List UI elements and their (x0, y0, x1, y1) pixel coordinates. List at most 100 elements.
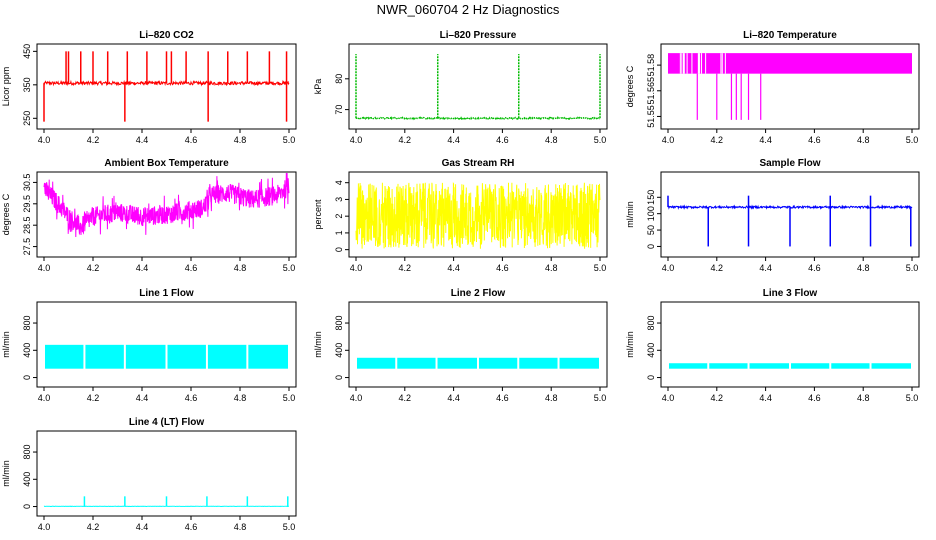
plot-frame (348, 301, 608, 388)
x-tick-label: 5.0 (594, 263, 607, 273)
chart-title: Line 2 Flow (451, 288, 506, 299)
x-tick-label: 5.0 (283, 263, 296, 273)
x-tick-label: 4.4 (759, 135, 772, 145)
x-tick-label: 4.6 (185, 263, 198, 273)
series-block (479, 357, 518, 369)
series-block (519, 357, 558, 369)
page-title: NWR_060704 2 Hz Diagnostics (376, 2, 560, 17)
series-block (167, 344, 206, 369)
x-tick-label: 5.0 (283, 522, 296, 532)
plot-frame (36, 430, 297, 517)
x-tick-label: 4.8 (545, 263, 558, 273)
x-tick-label: 4.0 (350, 135, 363, 145)
y-tick-label: 100 (646, 206, 656, 221)
y-axis-label: ml/min (313, 331, 323, 358)
chart-line4: Line 4 (LT) Flow ml/min 4.0 4.2 4.4 4.6 4.8 5.0… (1, 417, 297, 532)
x-tick-label: 4.0 (350, 263, 363, 273)
chart-title: Ambient Box Temperature (104, 158, 229, 169)
series-block (437, 357, 477, 369)
chart-title: Sample Flow (759, 158, 820, 169)
x-tick-label: 4.8 (857, 393, 870, 403)
y-tick-label: 80 (334, 74, 344, 84)
plot-frame (36, 171, 297, 258)
y-tick-label: 450 (22, 44, 32, 59)
x-tick-label: 4.2 (399, 135, 412, 145)
series-block (397, 357, 436, 369)
plot-frame (348, 43, 608, 130)
y-axis-label: ml/min (625, 201, 635, 228)
series-block (248, 344, 288, 369)
x-tick-label: 4.2 (399, 393, 412, 403)
y-tick-label: 0 (334, 247, 344, 252)
y-tick-label: 800 (22, 316, 32, 331)
chart-title: Gas Stream RH (442, 158, 515, 169)
y-axis-label: ml/min (625, 331, 635, 358)
series-block (749, 363, 789, 369)
y-tick-label: 0 (646, 244, 656, 249)
x-tick-label: 4.4 (759, 393, 772, 403)
chart-title: Li–820 Temperature (743, 30, 837, 41)
y-tick-label: 250 (22, 111, 32, 126)
plot-frame (36, 43, 297, 130)
series-line (355, 181, 601, 249)
chart-title: Line 1 Flow (139, 288, 194, 299)
series-block (85, 344, 124, 369)
x-tick-label: 4.4 (447, 135, 460, 145)
y-axis-label: degrees C (625, 65, 635, 107)
x-tick-label: 4.6 (185, 522, 198, 532)
series-block (207, 344, 247, 369)
x-tick-label: 4.8 (857, 263, 870, 273)
y-tick-label: 29.5 (22, 195, 32, 213)
x-tick-label: 4.4 (447, 393, 460, 403)
x-tick-label: 4.8 (234, 522, 247, 532)
y-tick-label: 0 (334, 375, 344, 380)
y-tick-label: 30.5 (22, 174, 32, 192)
chart-co2: Li–820 CO2 Licor ppm 4.0 4.2 4.4 4.6 4.8 5.0 250… (1, 30, 297, 145)
x-tick-label: 4.8 (234, 393, 247, 403)
y-tick-label: 0 (22, 375, 32, 380)
x-tick-label: 4.2 (87, 135, 100, 145)
x-tick-label: 5.0 (906, 263, 919, 273)
y-tick-label: 1 (334, 230, 344, 235)
x-tick-label: 4.2 (87, 393, 100, 403)
y-axis-label: ml/min (1, 460, 11, 487)
y-tick-label: 0 (22, 504, 32, 509)
x-tick-label: 4.4 (136, 393, 149, 403)
y-tick-label: 27.5 (22, 238, 32, 256)
chart-pressure: Li–820 Pressure kPa 4.0 4.2 4.4 4.6 4.8 5.0 70 80 (313, 30, 608, 145)
x-tick-label: 4.0 (662, 135, 675, 145)
x-tick-label: 4.8 (857, 135, 870, 145)
x-tick-label: 4.4 (136, 263, 149, 273)
series-block (559, 357, 599, 369)
chart-line3: Line 3 Flow ml/min 4.0 4.2 4.4 4.6 4.8 5.0 0 400 8… (625, 288, 920, 403)
y-axis-label: kPa (313, 79, 323, 95)
x-tick-label: 4.2 (711, 393, 724, 403)
x-tick-label: 5.0 (594, 135, 607, 145)
series-block (125, 344, 166, 369)
x-tick-label: 4.0 (350, 393, 363, 403)
y-tick-label: 400 (22, 472, 32, 487)
y-tick-label: 70 (334, 105, 344, 115)
chart-sample: Sample Flow ml/min 4.0 4.2 4.4 4.6 4.8 5.0 0 50 10… (625, 158, 920, 273)
plot-frame (660, 301, 920, 388)
chart-title: Li–820 Pressure (440, 30, 517, 41)
chart-ambient: Ambient Box Temperature degrees C 4.0 4.2 4.… (1, 158, 297, 273)
x-tick-label: 4.6 (185, 135, 198, 145)
plot-frame (660, 171, 920, 258)
series-points (355, 115, 600, 121)
series-line (43, 172, 290, 238)
x-tick-label: 5.0 (906, 393, 919, 403)
series-band (668, 53, 912, 74)
x-tick-label: 4.2 (711, 263, 724, 273)
y-tick-label: 400 (334, 343, 344, 358)
x-tick-label: 4.6 (808, 393, 821, 403)
x-tick-label: 4.4 (759, 263, 772, 273)
x-tick-label: 4.6 (185, 393, 198, 403)
y-axis-label: ml/min (1, 331, 11, 358)
plot-frame (348, 171, 608, 258)
x-tick-label: 5.0 (283, 135, 296, 145)
y-tick-label: 51.565 (646, 77, 656, 105)
y-tick-label: 28.5 (22, 216, 32, 234)
y-tick-label: 150 (646, 190, 656, 205)
x-tick-label: 4.2 (87, 522, 100, 532)
